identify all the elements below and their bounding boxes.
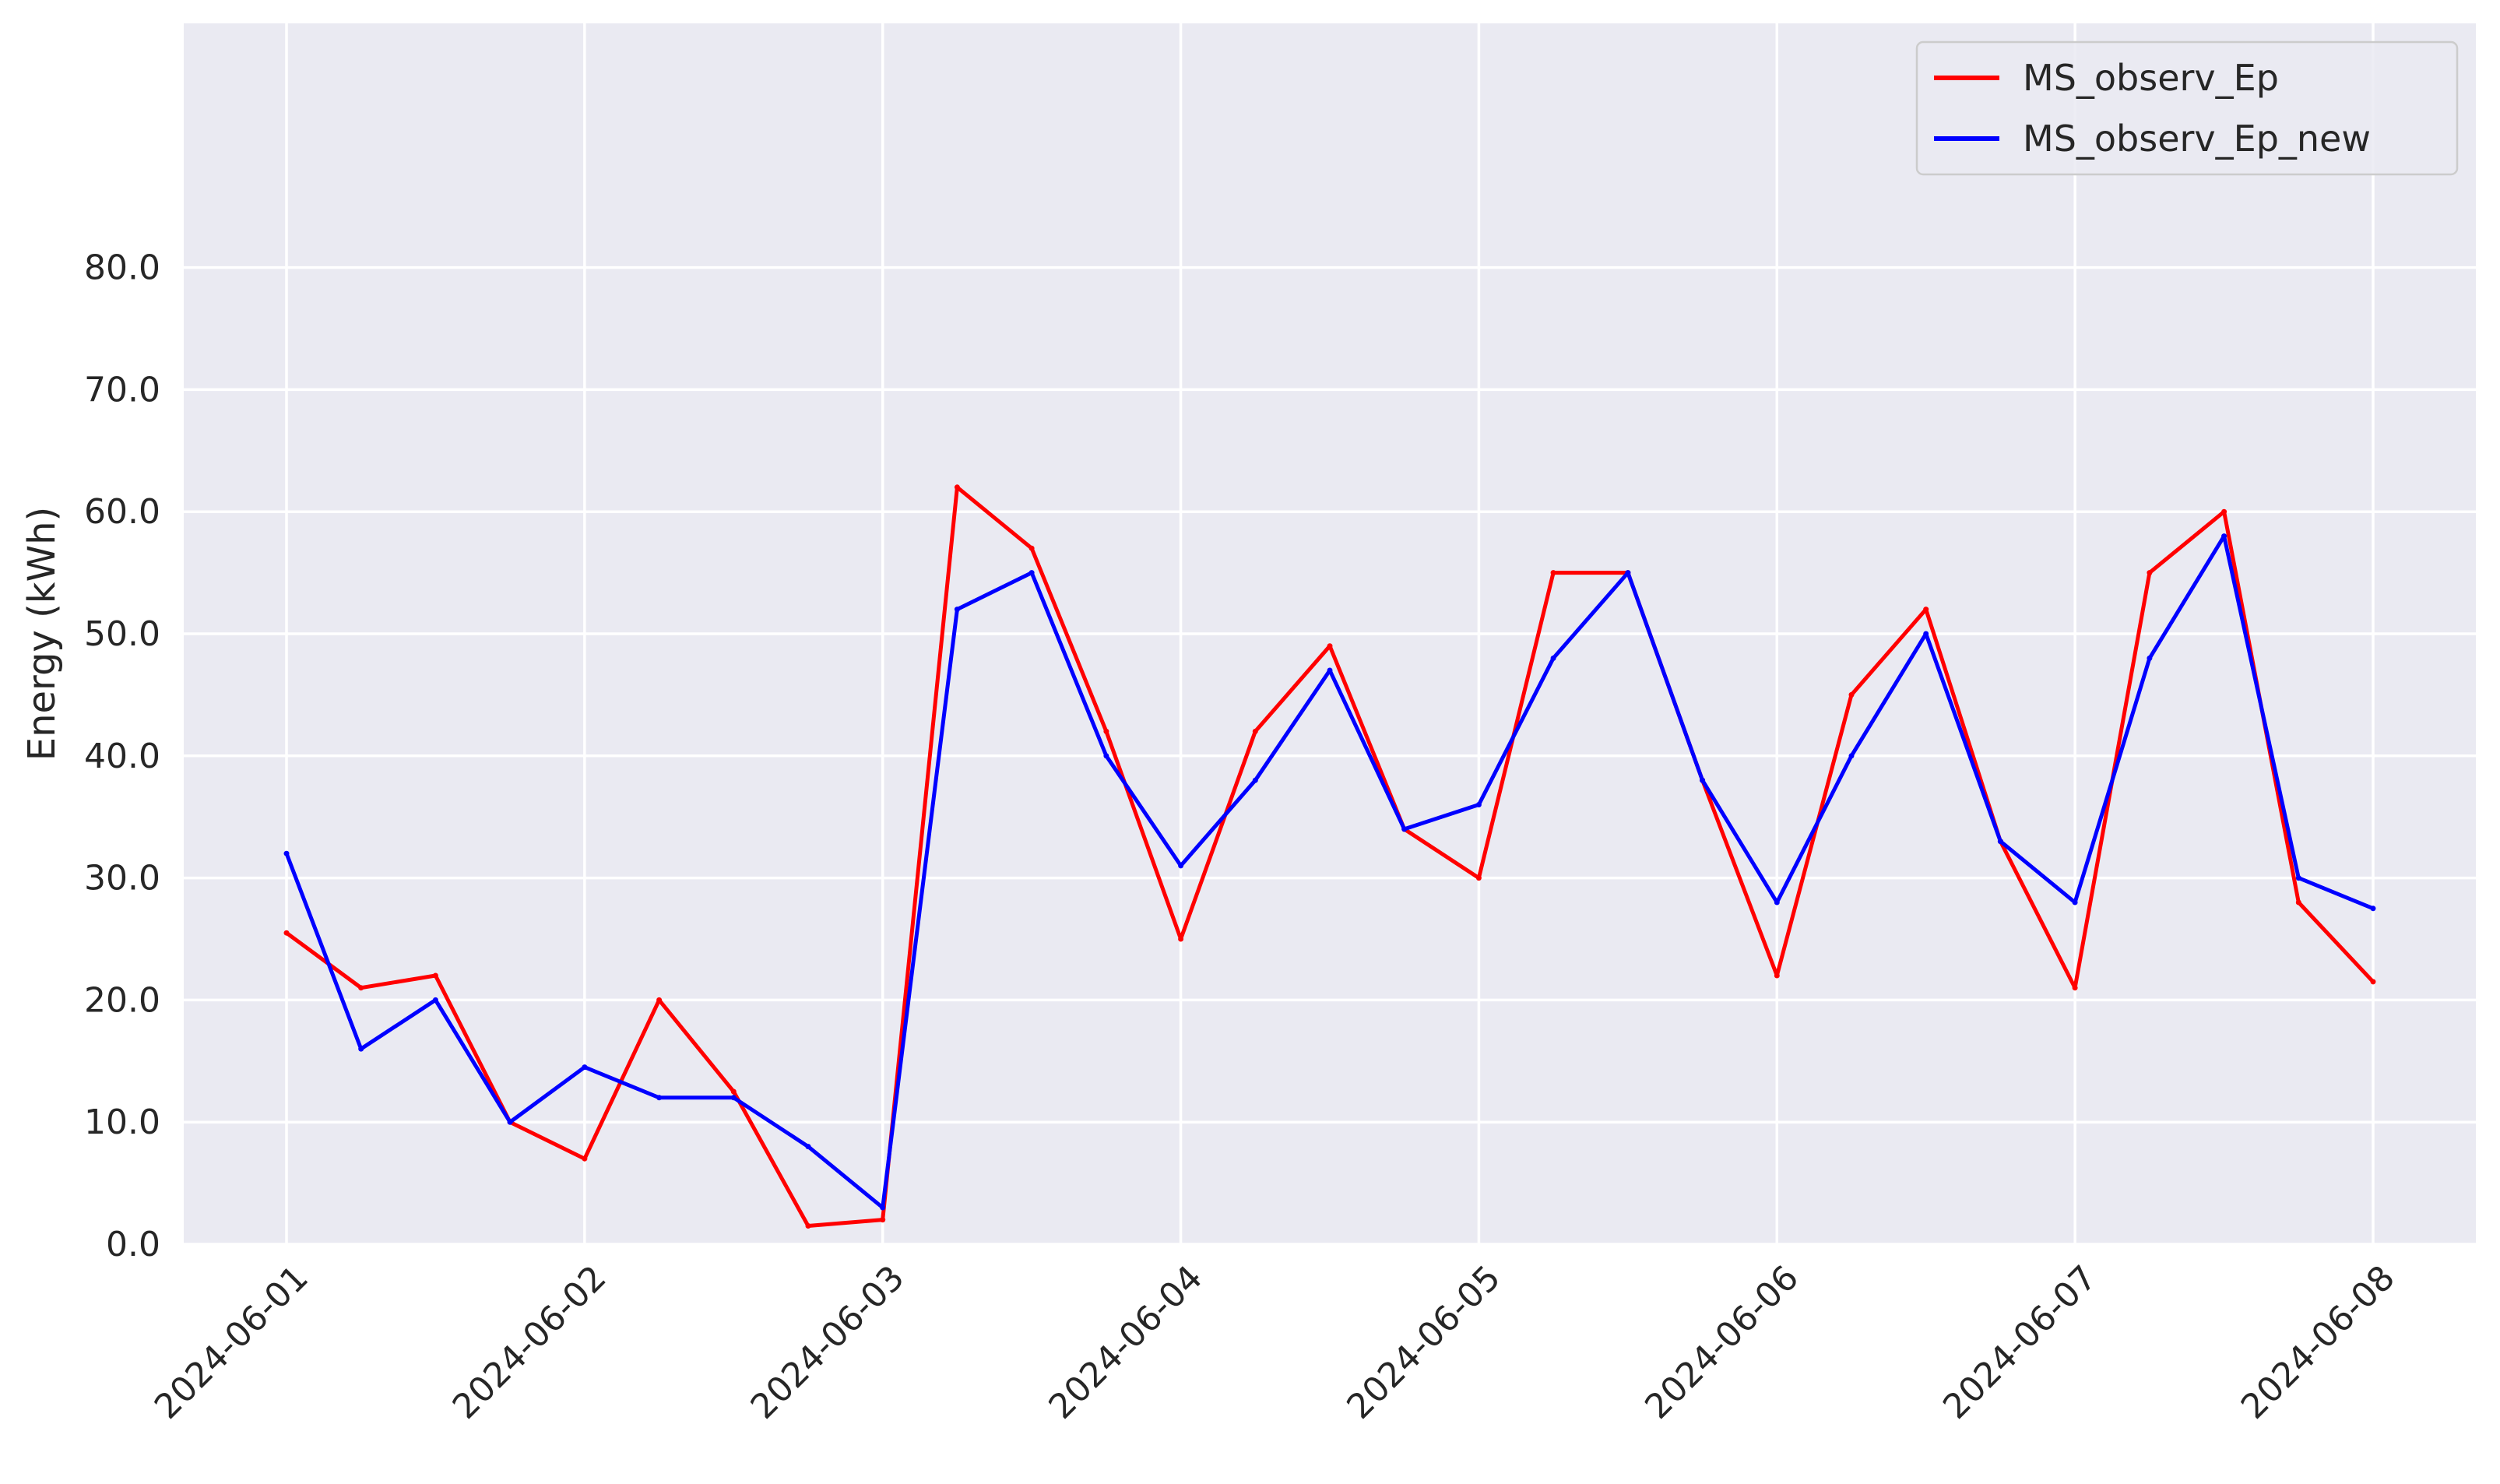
y-tick-label: 80.0 (84, 248, 160, 288)
data-point (358, 985, 364, 991)
y-tick-label: 60.0 (84, 492, 160, 532)
data-point (805, 1144, 811, 1150)
data-point (1327, 667, 1333, 673)
data-point (1923, 631, 1929, 637)
x-tick-label: 2024-06-05 (1339, 1258, 1508, 1427)
data-point (582, 1064, 588, 1071)
data-point (1848, 691, 1855, 698)
y-tick-label: 30.0 (84, 859, 160, 898)
y-tick-label: 10.0 (84, 1102, 160, 1142)
data-point (507, 1119, 513, 1125)
data-point (582, 1155, 588, 1162)
data-point (1625, 570, 1631, 576)
data-point (880, 1217, 886, 1223)
data-point (1475, 875, 1482, 881)
x-tick-label: 2024-06-04 (1041, 1258, 1210, 1427)
data-point (656, 997, 663, 1003)
y-tick-label: 40.0 (84, 737, 160, 776)
y-tick-label: 70.0 (84, 370, 160, 410)
data-point (954, 607, 960, 613)
data-point (1028, 545, 1035, 551)
data-point (1252, 728, 1258, 734)
data-point (656, 1095, 663, 1101)
y-tick-label: 0.0 (106, 1225, 160, 1264)
data-point (1550, 570, 1556, 576)
x-tick-label: 2024-06-07 (1936, 1258, 2104, 1427)
data-point (1103, 753, 1109, 759)
data-point (1550, 655, 1556, 661)
x-axis: 2024-06-01 2024-06-02 2024-06-03 2024-06-04… (147, 1258, 2403, 1427)
data-point (1700, 777, 1706, 783)
data-point (1103, 728, 1109, 734)
legend: MS_observ_Ep MS_observ_Ep_new (1915, 40, 2459, 176)
legend-label: MS_observ_Ep_new (2023, 118, 2371, 160)
data-point (2221, 508, 2227, 515)
y-axis: 0.0 10.0 20.0 30.0 40.0 50.0 60.0 70.0 80.0 (84, 248, 160, 1264)
data-point (730, 1088, 737, 1095)
y-axis-label: Energy (kWh) (20, 507, 64, 761)
data-point (1401, 826, 1408, 832)
data-point (2147, 570, 2153, 576)
data-point (2295, 899, 2301, 906)
data-point (1848, 753, 1855, 759)
x-tick-label: 2024-06-06 (1637, 1258, 1806, 1427)
data-point (1774, 972, 1780, 979)
data-point (283, 930, 290, 936)
data-point (1252, 777, 1258, 783)
legend-label: MS_observ_Ep (2023, 57, 2279, 99)
x-tick-label: 2024-06-03 (744, 1258, 912, 1427)
data-point (2370, 979, 2376, 985)
y-tick-label: 50.0 (84, 614, 160, 654)
series-group (283, 484, 2376, 1229)
data-point (1178, 863, 1184, 869)
data-point (805, 1223, 811, 1229)
data-point (880, 1204, 886, 1211)
x-tick-label: 2024-06-01 (147, 1258, 316, 1427)
data-point (1774, 899, 1780, 906)
data-point (2221, 533, 2227, 540)
data-point (432, 997, 438, 1003)
data-point (1923, 607, 1929, 613)
data-point (730, 1095, 737, 1101)
legend-box (1915, 40, 2459, 176)
data-point (954, 484, 960, 491)
grid (184, 23, 2476, 1246)
data-point (2370, 906, 2376, 912)
data-point (1178, 936, 1184, 942)
data-point (2295, 875, 2301, 881)
data-point (1028, 570, 1035, 576)
y-tick-label: 20.0 (84, 980, 160, 1020)
x-tick-label: 2024-06-02 (445, 1258, 614, 1427)
data-point (2147, 655, 2153, 661)
data-point (358, 1046, 364, 1052)
data-point (2072, 985, 2078, 991)
data-point (2072, 899, 2078, 906)
data-point (1997, 839, 2003, 845)
data-point (283, 850, 290, 856)
x-tick-label: 2024-06-08 (2234, 1258, 2403, 1427)
data-point (432, 972, 438, 979)
data-point (1327, 643, 1333, 649)
data-point (1475, 802, 1482, 807)
